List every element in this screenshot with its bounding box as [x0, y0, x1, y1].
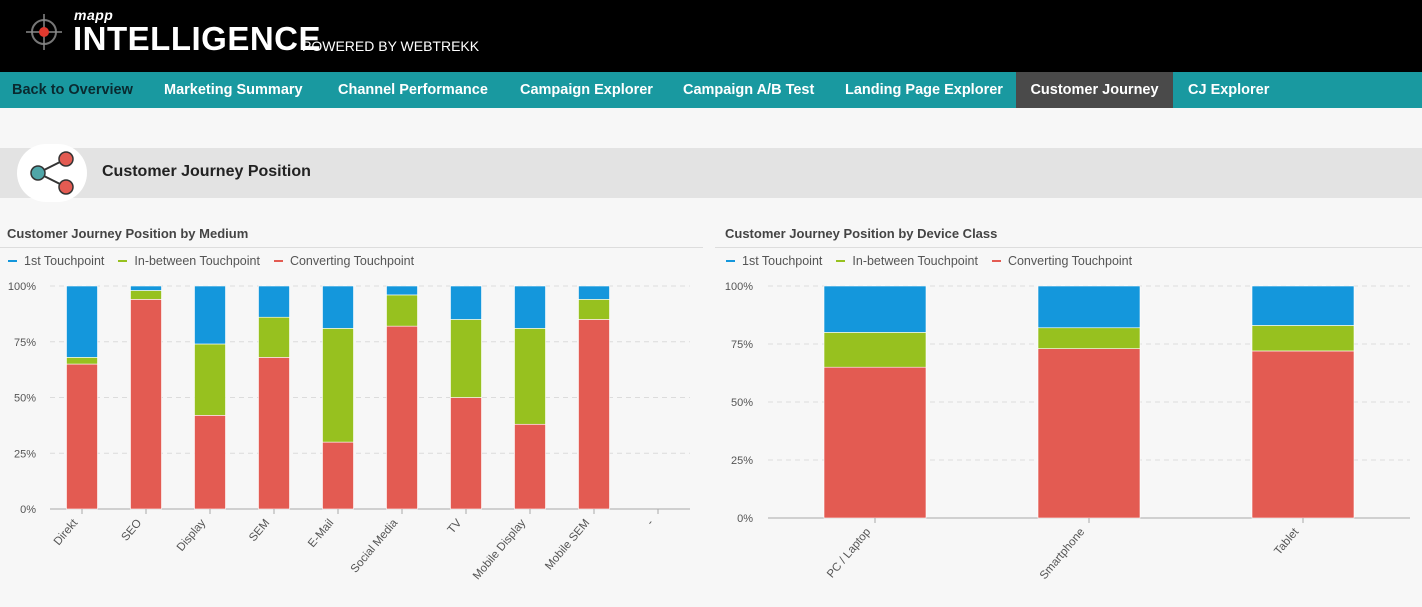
- y-tick-label: 50%: [14, 393, 36, 405]
- y-tick-label: 100%: [725, 281, 753, 293]
- chart-device-legend: 1st Touchpoint In-between Touchpoint Con…: [726, 254, 1132, 268]
- legend-label-between: In-between Touchpoint: [134, 254, 260, 268]
- legend-item-between[interactable]: In-between Touchpoint: [118, 254, 260, 268]
- bar-1st-touchpoint: [66, 285, 98, 358]
- bar-converting-touchpoint: [578, 319, 610, 510]
- nav-marketing-summary[interactable]: Marketing Summary: [164, 82, 303, 98]
- legend-label-converting: Converting Touchpoint: [1007, 254, 1133, 268]
- bar-1st-touchpoint: [194, 285, 226, 345]
- legend-swatch-converting: [273, 260, 283, 262]
- bar-converting-touchpoint: [130, 299, 162, 510]
- legend-item-between[interactable]: In-between Touchpoint: [836, 254, 978, 268]
- powered-by-text: POWERED BY WEBTREKK: [302, 38, 480, 54]
- bar-in-between-touchpoint: [514, 328, 546, 425]
- y-tick-label: 25%: [14, 448, 36, 460]
- section-icon-badge: [17, 144, 87, 202]
- bar-1st-touchpoint: [1251, 285, 1355, 326]
- y-tick-label: 100%: [8, 281, 36, 293]
- section-title: Customer Journey Position: [102, 163, 311, 180]
- x-tick-label: Tablet: [1272, 526, 1301, 558]
- x-tick-label: Smartphone: [1038, 526, 1087, 582]
- nav-campaign-ab-test[interactable]: Campaign A/B Test: [683, 82, 815, 98]
- legend-item-first[interactable]: 1st Touchpoint: [8, 254, 104, 268]
- nav-customer-journey[interactable]: Customer Journey: [1016, 72, 1173, 108]
- nav-cj-explorer[interactable]: CJ Explorer: [1188, 82, 1270, 98]
- main-nav: Back to Overview Marketing Summary Chann…: [0, 72, 1422, 108]
- x-tick-label: PC / Laptop: [825, 526, 873, 580]
- bar-1st-touchpoint: [514, 285, 546, 329]
- chart-medium-title: Customer Journey Position by Medium: [7, 226, 249, 241]
- legend-item-converting[interactable]: Converting Touchpoint: [273, 254, 415, 268]
- legend-item-first[interactable]: 1st Touchpoint: [726, 254, 822, 268]
- bar-1st-touchpoint: [1037, 285, 1141, 329]
- bar-1st-touchpoint: [130, 285, 162, 291]
- nav-channel-performance[interactable]: Channel Performance: [338, 82, 488, 98]
- chart-device-divider: [715, 247, 1422, 248]
- share-icon: [30, 151, 74, 195]
- chart-device-title: Customer Journey Position by Device Clas…: [725, 226, 998, 241]
- bar-in-between-touchpoint: [386, 294, 418, 327]
- bar-in-between-touchpoint: [450, 319, 482, 398]
- top-bar: mapp INTELLIGENCE POWERED BY WEBTREKK: [0, 0, 1422, 72]
- y-tick-label: 75%: [14, 337, 36, 349]
- bar-1st-touchpoint: [322, 285, 354, 329]
- bar-1st-touchpoint: [823, 285, 927, 333]
- bar-converting-touchpoint: [194, 415, 226, 510]
- y-tick-label: 50%: [731, 397, 753, 409]
- bar-converting-touchpoint: [1251, 350, 1355, 519]
- chart-medium-legend: 1st Touchpoint In-between Touchpoint Con…: [8, 254, 414, 268]
- bar-converting-touchpoint: [1037, 348, 1141, 519]
- legend-label-first: 1st Touchpoint: [24, 254, 105, 268]
- bar-converting-touchpoint: [66, 363, 98, 510]
- legend-swatch-first: [8, 260, 17, 262]
- bar-in-between-touchpoint: [194, 343, 226, 416]
- bar-1st-touchpoint: [450, 285, 482, 320]
- legend-label-between: In-between Touchpoint: [852, 254, 978, 268]
- y-tick-label: 25%: [731, 455, 753, 467]
- section-header: [0, 148, 1422, 198]
- brand-name: INTELLIGENCE: [73, 20, 322, 57]
- bar-converting-touchpoint: [514, 423, 546, 510]
- bar-converting-touchpoint: [322, 441, 354, 510]
- y-tick-label: 0%: [737, 513, 753, 525]
- bar-in-between-touchpoint: [1037, 327, 1141, 349]
- x-tick-label: -: [645, 517, 657, 528]
- bar-1st-touchpoint: [386, 285, 418, 296]
- bar-converting-touchpoint: [258, 357, 290, 510]
- y-tick-label: 0%: [20, 504, 36, 516]
- nav-back-to-overview[interactable]: Back to Overview: [12, 82, 133, 98]
- y-tick-label: 75%: [731, 339, 753, 351]
- brand-small-text: mapp: [74, 7, 114, 23]
- bar-1st-touchpoint: [578, 285, 610, 300]
- bar-1st-touchpoint: [258, 285, 290, 318]
- nav-campaign-explorer[interactable]: Campaign Explorer: [520, 82, 653, 98]
- legend-swatch-between: [118, 260, 128, 262]
- legend-label-converting: Converting Touchpoint: [289, 254, 415, 268]
- legend-swatch-converting: [991, 260, 1001, 262]
- legend-swatch-first: [726, 260, 735, 262]
- bar-in-between-touchpoint: [1251, 325, 1355, 352]
- bar-converting-touchpoint: [823, 366, 927, 519]
- bar-in-between-touchpoint: [823, 332, 927, 368]
- mapp-logo-icon: [26, 14, 62, 50]
- legend-item-converting[interactable]: Converting Touchpoint: [991, 254, 1133, 268]
- chart-medium-divider: [0, 247, 703, 248]
- legend-label-first: 1st Touchpoint: [742, 254, 823, 268]
- legend-swatch-between: [836, 260, 846, 262]
- nav-landing-page-explorer[interactable]: Landing Page Explorer: [845, 82, 1003, 98]
